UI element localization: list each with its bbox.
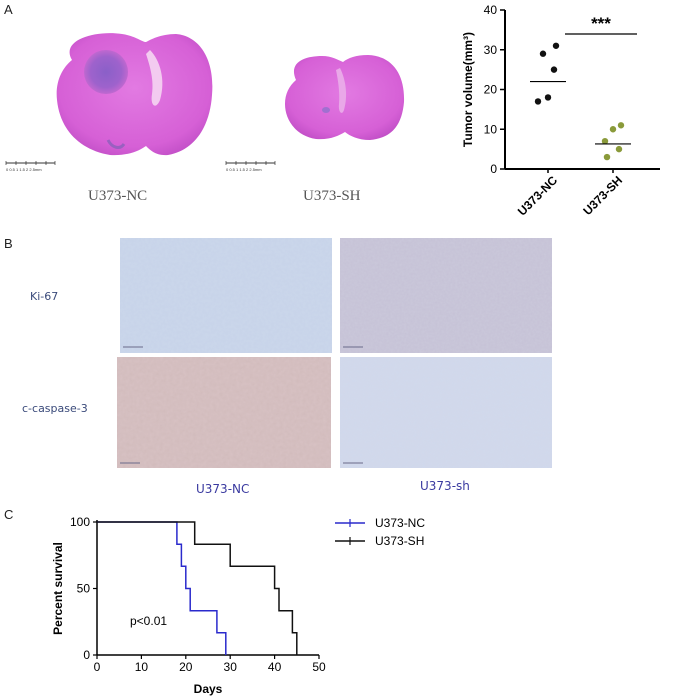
y-tick-label: 0 <box>490 162 497 176</box>
y-tick-label: 20 <box>484 83 498 97</box>
section-caption-sh: U373-SH <box>303 188 361 204</box>
data-point <box>539 50 547 57</box>
brain-section-nc <box>56 33 213 156</box>
brain-section-sh <box>285 55 405 140</box>
p-value-annotation: p<0.01 <box>130 614 167 628</box>
x-tick-label: 20 <box>179 660 193 674</box>
panel-b-letter: B <box>4 236 13 251</box>
x-tick-label: 10 <box>135 660 149 674</box>
data-point <box>609 126 617 133</box>
ihc-col-label-nc: U373-NC <box>196 482 250 496</box>
section-caption-nc: U373-NC <box>88 188 148 204</box>
data-point <box>601 137 609 145</box>
panel-a-letter: A <box>4 2 13 17</box>
scale-bar-nc <box>5 161 56 165</box>
scale-bar-sh <box>225 161 276 165</box>
ihc-caspase-nc <box>117 357 331 468</box>
ihc-row-label-caspase: c-caspase-3 <box>22 402 88 415</box>
x-axis-title: Days <box>194 682 223 696</box>
scale-label-nc: 0 0.5 1 1.5 2 2.5mm <box>6 167 42 172</box>
y-tick-label: 50 <box>77 582 91 596</box>
legend-label: U373-SH <box>375 534 424 548</box>
tumor-mass <box>84 50 128 94</box>
y-tick-label: 0 <box>83 648 90 662</box>
data-point <box>603 153 611 161</box>
x-tick-label: 30 <box>224 660 238 674</box>
y-tick-label: 10 <box>484 122 498 136</box>
significance-stars: *** <box>591 14 611 33</box>
ihc-col-label-sh: U373-sh <box>420 479 470 493</box>
legend-label: U373-NC <box>375 516 425 530</box>
survival-plot: 0 50 100 0 10 20 30 40 50 Days Percent survival p<0… <box>51 515 425 696</box>
ihc-caspase-sh <box>340 357 552 468</box>
ihc-ki67-nc <box>120 238 332 353</box>
y-tick-label: 30 <box>484 43 498 57</box>
scale-label-sh: 0 0.5 1 1.5 2 2.5mm <box>226 167 262 172</box>
data-point <box>617 122 625 129</box>
y-axis-title: Tumor volume(mm³) <box>461 32 475 147</box>
survival-curve-sh <box>97 521 298 655</box>
survival-curve-nc <box>97 521 227 655</box>
y-tick-label: 40 <box>484 3 498 17</box>
x-tick-label: 0 <box>94 660 101 674</box>
x-tick-label: 40 <box>268 660 282 674</box>
ihc-row-label-ki67: Ki-67 <box>30 290 59 303</box>
x-tick-label: 50 <box>312 660 326 674</box>
y-axis-title: Percent survival <box>51 542 65 635</box>
ihc-ki67-sh <box>340 238 552 353</box>
data-point <box>615 145 623 153</box>
y-tick-label: 100 <box>70 515 90 529</box>
data-point <box>550 66 558 73</box>
ventricle <box>146 50 163 106</box>
data-point <box>534 98 542 105</box>
data-point <box>552 42 560 49</box>
data-point <box>544 94 552 101</box>
panel-c-letter: C <box>4 507 14 522</box>
